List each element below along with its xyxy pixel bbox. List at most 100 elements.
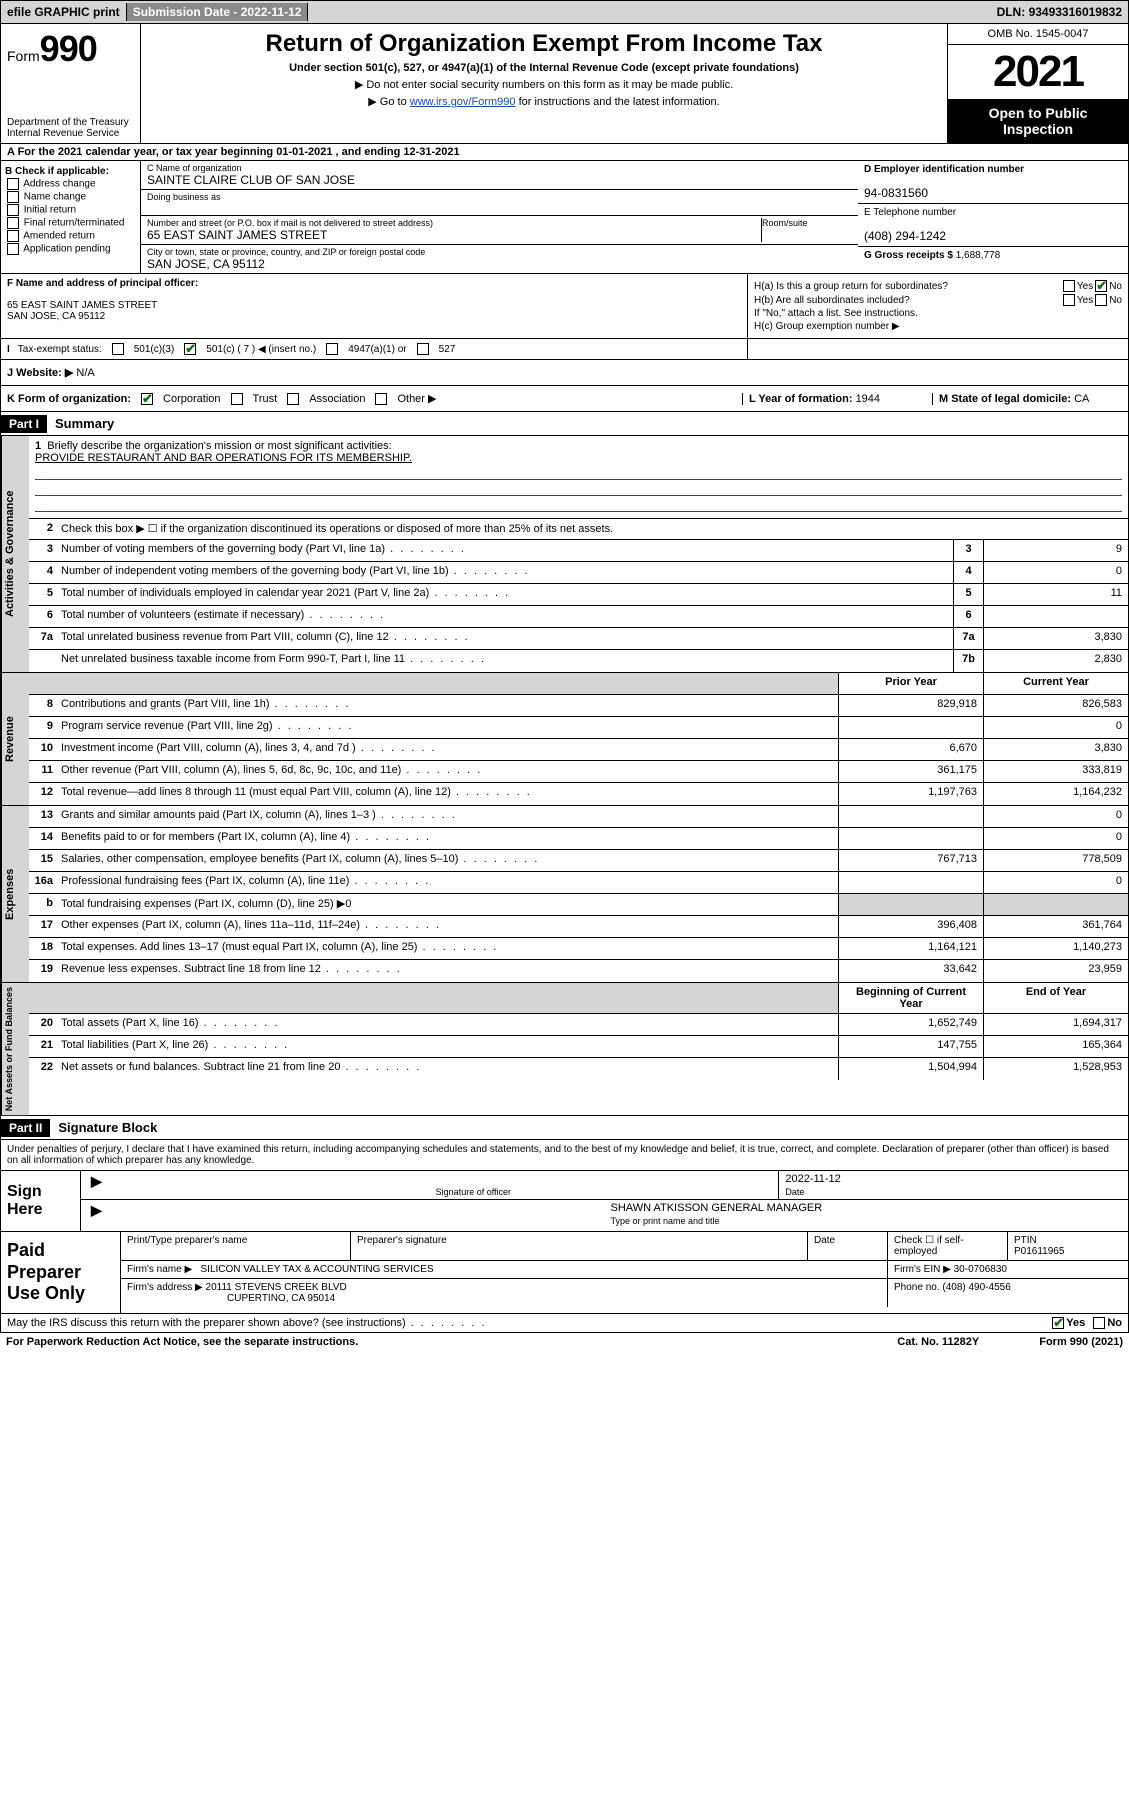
hb-yes[interactable] — [1063, 294, 1075, 306]
cb-501c3[interactable] — [112, 343, 124, 355]
cb-corp[interactable] — [141, 393, 153, 405]
efile-print-button[interactable]: efile GRAPHIC print — [1, 3, 127, 21]
summary-row: 11Other revenue (Part VIII, column (A), … — [29, 761, 1128, 783]
cb-name-change[interactable] — [7, 191, 19, 203]
officer-and-group: F Name and address of principal officer:… — [0, 274, 1129, 339]
cb-527[interactable] — [417, 343, 429, 355]
dept-treasury: Department of the Treasury Internal Reve… — [7, 117, 134, 139]
line-a-tax-year: A For the 2021 calendar year, or tax yea… — [0, 144, 1129, 161]
cb-amended[interactable] — [7, 230, 19, 242]
omb-number: OMB No. 1545-0047 — [948, 24, 1128, 45]
paid-preparer: Paid Preparer Use Only Print/Type prepar… — [0, 1232, 1129, 1314]
summary-row: 15Salaries, other compensation, employee… — [29, 850, 1128, 872]
dba-box: Doing business as — [141, 190, 858, 216]
irs-link[interactable]: www.irs.gov/Form990 — [410, 96, 516, 108]
dln: DLN: 93493316019832 — [991, 3, 1128, 21]
identity-block: B Check if applicable: Address change Na… — [0, 161, 1129, 274]
preparer-name: Print/Type preparer's name — [121, 1232, 351, 1260]
net-header: Beginning of Current Year End of Year — [29, 983, 1128, 1014]
cb-trust[interactable] — [231, 393, 243, 405]
officer-signature[interactable]: Signature of officer — [430, 1171, 780, 1199]
ha-no[interactable] — [1095, 280, 1107, 292]
h-c: H(c) Group exemption number ▶ — [754, 321, 1122, 332]
activities-governance: Activities & Governance 1 Briefly descri… — [0, 436, 1129, 673]
hb-no[interactable] — [1095, 294, 1107, 306]
org-name-box: C Name of organization SAINTE CLAIRE CLU… — [141, 161, 858, 190]
firm-address: Firm's address ▶ 20111 STEVENS CREEK BLV… — [121, 1279, 888, 1307]
part-1-header: Part I Summary — [0, 412, 1129, 436]
summary-row: 4Number of independent voting members of… — [29, 562, 1128, 584]
summary-row: 14Benefits paid to or for members (Part … — [29, 828, 1128, 850]
phone-box: E Telephone number (408) 294-1242 — [858, 204, 1128, 247]
tax-year: 2021 — [948, 45, 1128, 99]
summary-row: 3Number of voting members of the governi… — [29, 540, 1128, 562]
city-box: City or town, state or province, country… — [141, 245, 858, 273]
sign-date: 2022-11-12Date — [779, 1171, 1128, 1199]
name-arrow-icon: ▶ — [91, 1202, 102, 1218]
form-title: Return of Organization Exempt From Incom… — [149, 30, 939, 58]
rev-header: Prior Year Current Year — [29, 673, 1128, 695]
summary-row: 8Contributions and grants (Part VIII, li… — [29, 695, 1128, 717]
firm-phone: Phone no. (408) 490-4556 — [888, 1279, 1128, 1307]
top-toolbar: efile GRAPHIC print Submission Date - 20… — [0, 0, 1129, 24]
form-number: Form990 — [7, 28, 134, 70]
h-a: H(a) Is this a group return for subordin… — [754, 280, 1122, 292]
firm-ein: Firm's EIN ▶ 30-0706830 — [888, 1261, 1128, 1278]
summary-row: 18Total expenses. Add lines 13–17 (must … — [29, 938, 1128, 960]
website-row: J Website: ▶ N/A — [0, 360, 1129, 386]
cb-other[interactable] — [375, 393, 387, 405]
gross-receipts: G Gross receipts $ 1,688,778 — [858, 247, 1128, 264]
principal-officer: F Name and address of principal officer:… — [1, 274, 748, 338]
preparer-sig: Preparer's signature — [351, 1232, 808, 1260]
summary-row: Net unrelated business taxable income fr… — [29, 650, 1128, 672]
col-b-checkboxes: B Check if applicable: Address change Na… — [1, 161, 141, 273]
perjury-declaration: Under penalties of perjury, I declare th… — [1, 1140, 1128, 1170]
form-header: Form990 Department of the Treasury Inter… — [0, 24, 1129, 144]
summary-row: 19Revenue less expenses. Subtract line 1… — [29, 960, 1128, 982]
summary-row: bTotal fundraising expenses (Part IX, co… — [29, 894, 1128, 916]
officer-name-title: SHAWN ATKISSON GENERAL MANAGERType or pr… — [605, 1200, 1129, 1228]
h-b: H(b) Are all subordinates included? Yes … — [754, 294, 1122, 306]
firm-name: Firm's name ▶ SILICON VALLEY TAX & ACCOU… — [121, 1261, 888, 1278]
summary-row: 21Total liabilities (Part X, line 26)147… — [29, 1036, 1128, 1058]
summary-row: 6Total number of volunteers (estimate if… — [29, 606, 1128, 628]
summary-row: 7aTotal unrelated business revenue from … — [29, 628, 1128, 650]
part-2-header: Part II Signature Block — [0, 1116, 1129, 1140]
summary-row: 10Investment income (Part VIII, column (… — [29, 739, 1128, 761]
revenue-section: Revenue Prior Year Current Year 8Contrib… — [0, 673, 1129, 806]
cb-assoc[interactable] — [287, 393, 299, 405]
submission-date: Submission Date - 2022-11-12 — [127, 3, 309, 21]
summary-row: 13Grants and similar amounts paid (Part … — [29, 806, 1128, 828]
tax-exempt-status: I Tax-exempt status: 501(c)(3) 501(c) ( … — [1, 339, 748, 359]
sign-here-label: Sign Here — [1, 1171, 81, 1231]
net-assets-section: Net Assets or Fund Balances Beginning of… — [0, 983, 1129, 1116]
subtitle-3: ▶ Go to www.irs.gov/Form990 for instruct… — [149, 95, 939, 108]
discuss-no[interactable] — [1093, 1317, 1105, 1329]
discuss-yes[interactable] — [1052, 1317, 1064, 1329]
cb-address-change[interactable] — [7, 178, 19, 190]
cb-final-return[interactable] — [7, 217, 19, 229]
discuss-with-preparer: May the IRS discuss this return with the… — [0, 1314, 1129, 1333]
sign-arrow-icon: ▶ — [91, 1173, 102, 1189]
ha-yes[interactable] — [1063, 280, 1075, 292]
summary-row: 5Total number of individuals employed in… — [29, 584, 1128, 606]
line-1-mission: 1 Briefly describe the organization's mi… — [29, 436, 1128, 518]
subtitle-1: Under section 501(c), 527, or 4947(a)(1)… — [149, 62, 939, 74]
self-employed: Check ☐ if self-employed — [888, 1232, 1008, 1260]
state-domicile: M State of legal domicile: CA — [932, 393, 1122, 405]
line-2: Check this box ▶ ☐ if the organization d… — [57, 519, 1128, 539]
summary-row: 17Other expenses (Part IX, column (A), l… — [29, 916, 1128, 938]
subtitle-2: ▶ Do not enter social security numbers o… — [149, 78, 939, 91]
cb-4947[interactable] — [326, 343, 338, 355]
summary-row: 16aProfessional fundraising fees (Part I… — [29, 872, 1128, 894]
footer: For Paperwork Reduction Act Notice, see … — [0, 1333, 1129, 1351]
summary-row: 9Program service revenue (Part VIII, lin… — [29, 717, 1128, 739]
cb-501c[interactable] — [184, 343, 196, 355]
form-of-org: K Form of organization: Corporation Trus… — [0, 386, 1129, 412]
expenses-section: Expenses 13Grants and similar amounts pa… — [0, 806, 1129, 983]
summary-row: 12Total revenue—add lines 8 through 11 (… — [29, 783, 1128, 805]
h-b-note: If "No," attach a list. See instructions… — [754, 308, 1122, 319]
open-to-public: Open to Public Inspection — [948, 99, 1128, 143]
cb-application-pending[interactable] — [7, 243, 19, 255]
cb-initial-return[interactable] — [7, 204, 19, 216]
